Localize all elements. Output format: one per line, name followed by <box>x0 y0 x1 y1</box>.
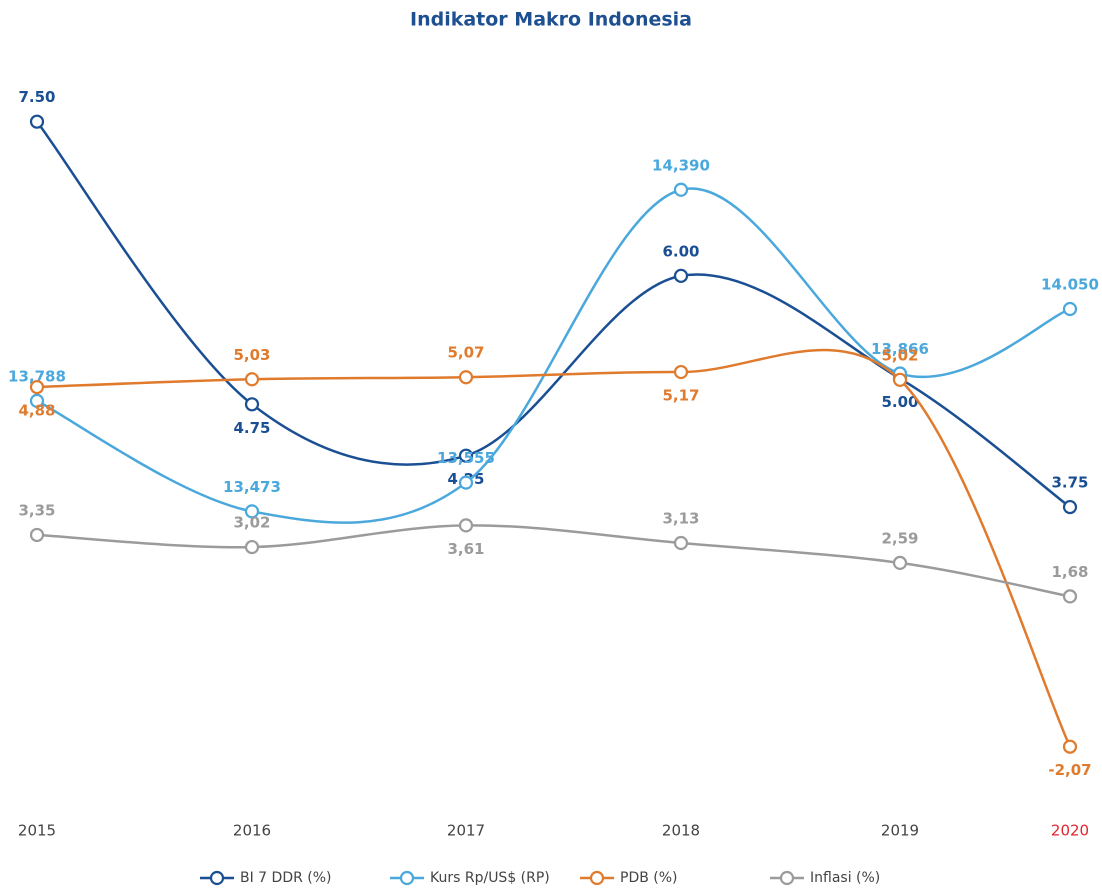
point <box>244 504 260 519</box>
data-label: 7.50 <box>18 88 55 106</box>
legend-marker <box>589 870 605 886</box>
legend-marker <box>779 870 795 886</box>
x-tick-label: 2019 <box>881 822 919 840</box>
legend-label: BI 7 DDR (%) <box>240 870 332 886</box>
point <box>1062 589 1078 604</box>
series-line <box>36 524 1071 598</box>
data-label: 14,390 <box>652 156 710 174</box>
legend-marker <box>399 870 415 886</box>
point <box>458 475 474 490</box>
x-tick-label: 2020 <box>1051 822 1089 840</box>
x-tick-label: 2018 <box>662 822 700 840</box>
data-label: 2,59 <box>881 529 918 547</box>
point <box>29 393 45 408</box>
data-label: 13,788 <box>8 367 66 385</box>
legend-marker <box>209 870 225 886</box>
chart-title: Indikator Makro Indonesia <box>410 9 692 31</box>
data-label: 5,17 <box>662 387 699 405</box>
series-line <box>36 348 1072 748</box>
point <box>892 372 908 387</box>
data-label: -2,07 <box>1048 761 1091 779</box>
point <box>458 370 474 385</box>
point <box>29 114 45 129</box>
data-label: 13,473 <box>223 478 281 496</box>
point <box>673 364 689 380</box>
point <box>29 527 45 543</box>
point <box>458 518 474 533</box>
point <box>1062 301 1078 317</box>
legend-label: Kurs Rp/US$ (RP) <box>430 870 550 886</box>
data-label: 5,02 <box>881 346 918 364</box>
data-label: 13,866 <box>871 340 929 358</box>
data-label: 5,07 <box>447 344 484 362</box>
point <box>673 535 689 551</box>
data-label: 4.75 <box>233 419 270 437</box>
point <box>673 268 689 283</box>
point <box>244 539 260 555</box>
point <box>1062 739 1078 754</box>
x-tick-label: 2015 <box>18 822 56 840</box>
data-label: 5,03 <box>233 346 270 364</box>
x-tick-label: 2016 <box>233 822 271 840</box>
data-label: 4,88 <box>18 402 55 420</box>
data-label: 1,68 <box>1051 563 1088 581</box>
point <box>29 379 45 395</box>
point <box>1062 499 1078 515</box>
data-label: 3,61 <box>447 540 484 558</box>
legend-label: PDB (%) <box>620 870 678 886</box>
data-label: 5.00 <box>881 393 918 411</box>
data-label: 6.00 <box>662 242 699 260</box>
data-label: 3,35 <box>18 501 55 519</box>
legend-label: Inflasi (%) <box>810 870 880 886</box>
point <box>244 372 260 387</box>
point <box>458 448 474 463</box>
point <box>673 182 689 197</box>
data-label: 3.75 <box>1051 474 1088 492</box>
series-line <box>36 120 1071 509</box>
x-tick-label: 2017 <box>447 822 485 840</box>
data-label: 3,13 <box>662 510 699 528</box>
data-label: 14.050 <box>1041 276 1099 294</box>
point <box>892 555 908 571</box>
data-label: 13,555 <box>437 449 495 467</box>
data-label: 3,02 <box>233 514 270 532</box>
point <box>244 397 260 412</box>
